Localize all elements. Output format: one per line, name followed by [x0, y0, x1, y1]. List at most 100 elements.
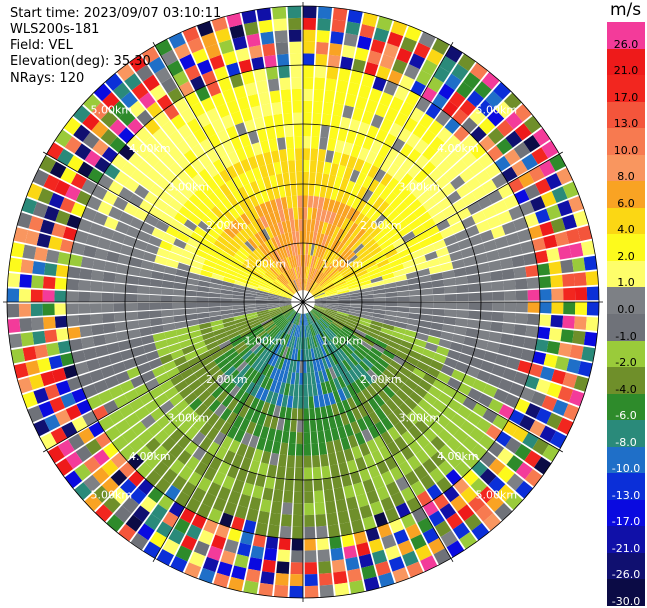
velocity-gate [322, 262, 331, 274]
velocity-gate [153, 445, 169, 461]
velocity-gate [422, 373, 437, 386]
velocity-gate [145, 378, 160, 391]
velocity-gate [303, 77, 314, 90]
velocity-gate [317, 6, 333, 20]
velocity-gate [394, 321, 408, 329]
velocity-gate [535, 208, 551, 224]
velocity-gate [65, 451, 83, 470]
velocity-gate [258, 582, 274, 597]
velocity-gate [303, 349, 307, 362]
velocity-gate [338, 305, 351, 310]
velocity-gate [123, 202, 139, 216]
velocity-gate [129, 217, 145, 230]
velocity-gate [307, 267, 312, 280]
velocity-gate [421, 129, 437, 145]
velocity-gate [122, 235, 137, 248]
velocity-gate [269, 287, 282, 294]
velocity-gate [337, 128, 348, 142]
velocity-gate [350, 260, 363, 270]
velocity-gate [247, 222, 258, 235]
velocity-gate [245, 471, 258, 485]
velocity-gate [345, 21, 361, 36]
velocity-gate [538, 159, 556, 177]
velocity-gate [536, 263, 551, 276]
velocity-gate [480, 302, 493, 311]
velocity-gate [223, 227, 236, 239]
velocity-gate [451, 369, 466, 382]
velocity-gate [74, 463, 92, 481]
velocity-gate [172, 296, 185, 302]
velocity-gate [347, 434, 359, 449]
velocity-gate [275, 41, 289, 55]
velocity-gate [372, 343, 386, 354]
velocity-gate [552, 399, 569, 416]
velocity-gate [303, 337, 306, 350]
velocity-gate [336, 285, 348, 291]
velocity-gate [355, 456, 367, 471]
velocity-gate [320, 406, 328, 419]
velocity-gate [301, 325, 303, 338]
velocity-gate [219, 377, 232, 390]
velocity-gate [187, 356, 201, 368]
velocity-gate [307, 243, 312, 256]
velocity-gate [219, 183, 232, 197]
velocity-gate [395, 220, 408, 232]
velocity-gate [323, 393, 331, 407]
velocity-gate [387, 69, 403, 86]
velocity-gate [343, 166, 354, 181]
velocity-gate [272, 186, 281, 200]
velocity-gate [71, 350, 86, 364]
velocity-gate [404, 470, 420, 486]
velocity-gate [483, 351, 498, 363]
velocity-gate [410, 480, 426, 497]
velocity-gate [211, 349, 224, 361]
velocity-gate [193, 226, 207, 238]
velocity-gate [269, 367, 278, 380]
velocity-gate [31, 317, 44, 331]
velocity-gate [74, 482, 92, 501]
velocity-gate [284, 334, 291, 347]
velocity-gate [273, 315, 284, 323]
velocity-gate [514, 443, 532, 461]
velocity-gate [326, 294, 339, 299]
velocity-gate [348, 119, 361, 133]
velocity-gate [281, 258, 289, 271]
velocity-gate [294, 136, 303, 149]
azimuth-line [42, 301, 304, 453]
colorbar-tick-label: 1.0 [617, 276, 635, 290]
velocity-gate [309, 311, 317, 322]
velocity-gate [568, 195, 584, 213]
velocity-gate [328, 392, 336, 405]
velocity-gate [192, 48, 209, 65]
velocity-gate [115, 419, 131, 435]
velocity-gate [458, 353, 472, 365]
colorbar-swatch [607, 579, 645, 607]
velocity-gate [164, 266, 177, 275]
velocity-gate [267, 294, 280, 299]
velocity-gate [376, 460, 390, 475]
velocity-gate [503, 312, 516, 323]
velocity-gate [390, 466, 404, 481]
velocity-gate [279, 382, 286, 395]
velocity-gate [384, 107, 399, 123]
velocity-gate [206, 210, 219, 223]
velocity-gate [496, 119, 514, 137]
velocity-gate [390, 20, 408, 37]
velocity-gate [421, 59, 438, 76]
velocity-gate [464, 513, 482, 531]
velocity-gate [243, 299, 256, 302]
velocity-gate [345, 341, 356, 352]
velocity-gate [281, 358, 288, 371]
velocity-gate [467, 283, 481, 293]
velocity-gate [327, 199, 336, 212]
velocity-gate [329, 379, 337, 392]
velocity-gate [321, 357, 329, 370]
velocity-gate [560, 329, 574, 343]
velocity-gate [355, 172, 367, 186]
velocity-gate [269, 90, 281, 104]
velocity-gate [341, 191, 351, 205]
velocity-gate [346, 396, 357, 410]
velocity-gate [283, 490, 294, 504]
velocity-gate [374, 168, 387, 183]
velocity-gate [69, 338, 83, 352]
